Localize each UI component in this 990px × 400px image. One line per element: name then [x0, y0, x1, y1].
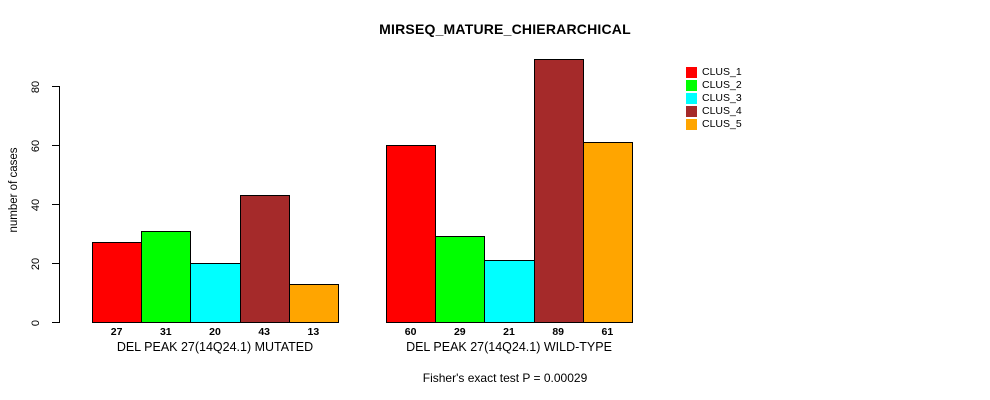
legend-item-label: CLUS_3	[702, 91, 742, 104]
bar-value-label: 43	[258, 326, 271, 338]
bar-value-label: 89	[552, 326, 565, 338]
annotation-fisher-test: Fisher's exact test P = 0.00029	[422, 371, 588, 385]
bar-value-label: 61	[601, 326, 614, 338]
y-axis-tick	[52, 322, 59, 323]
y-axis-tick	[52, 263, 59, 264]
y-axis-tick-label: 80	[30, 80, 42, 93]
x-axis-group-label: DEL PEAK 27(14Q24.1) WILD-TYPE	[406, 340, 612, 354]
bar-clus_5	[582, 142, 633, 323]
y-axis-tick	[52, 86, 59, 87]
bar-value-label: 29	[453, 326, 466, 338]
legend-item-label: CLUS_4	[702, 104, 742, 117]
bar-clus_1	[92, 242, 143, 323]
bar-clus_3	[190, 263, 241, 323]
legend-swatch-clus_3	[686, 92, 697, 104]
legend-swatch-clus_1	[686, 66, 697, 78]
y-axis-tick-label: 40	[30, 198, 42, 211]
bar-clus_5	[288, 283, 339, 323]
y-axis-title: number of cases	[8, 147, 20, 233]
bar-clus_3	[484, 260, 535, 323]
bar-value-label: 21	[503, 326, 515, 338]
bar-clus_2	[435, 236, 486, 323]
y-axis-tick-label: 20	[30, 257, 42, 270]
y-axis-tick	[52, 145, 59, 146]
bar-clus_4	[533, 59, 584, 323]
bar-value-label: 31	[159, 326, 172, 338]
x-axis-group-label: DEL PEAK 27(14Q24.1) MUTATED	[116, 340, 314, 354]
bar-clus_1	[386, 145, 437, 323]
y-axis-tick	[52, 204, 59, 205]
y-axis-line	[59, 86, 60, 323]
bar-value-label: 60	[404, 326, 417, 338]
bar-value-label: 20	[209, 326, 221, 338]
legend-swatch-clus_2	[686, 79, 697, 91]
legend-item-label: CLUS_2	[702, 78, 742, 91]
bar-clus_2	[141, 230, 192, 323]
legend-item-label: CLUS_5	[702, 117, 742, 130]
legend-swatch-clus_4	[686, 105, 697, 117]
bar-clus_4	[239, 195, 290, 323]
y-axis-tick-label: 60	[30, 139, 42, 152]
legend-item-label: CLUS_1	[702, 65, 742, 78]
legend-swatch-clus_5	[686, 118, 697, 130]
bar-value-label: 13	[307, 326, 320, 338]
chart-title: MIRSEQ_MATURE_CHIERARCHICAL	[379, 21, 631, 37]
bar-value-label: 27	[110, 326, 123, 338]
y-axis-tick-label: 0	[30, 319, 42, 326]
